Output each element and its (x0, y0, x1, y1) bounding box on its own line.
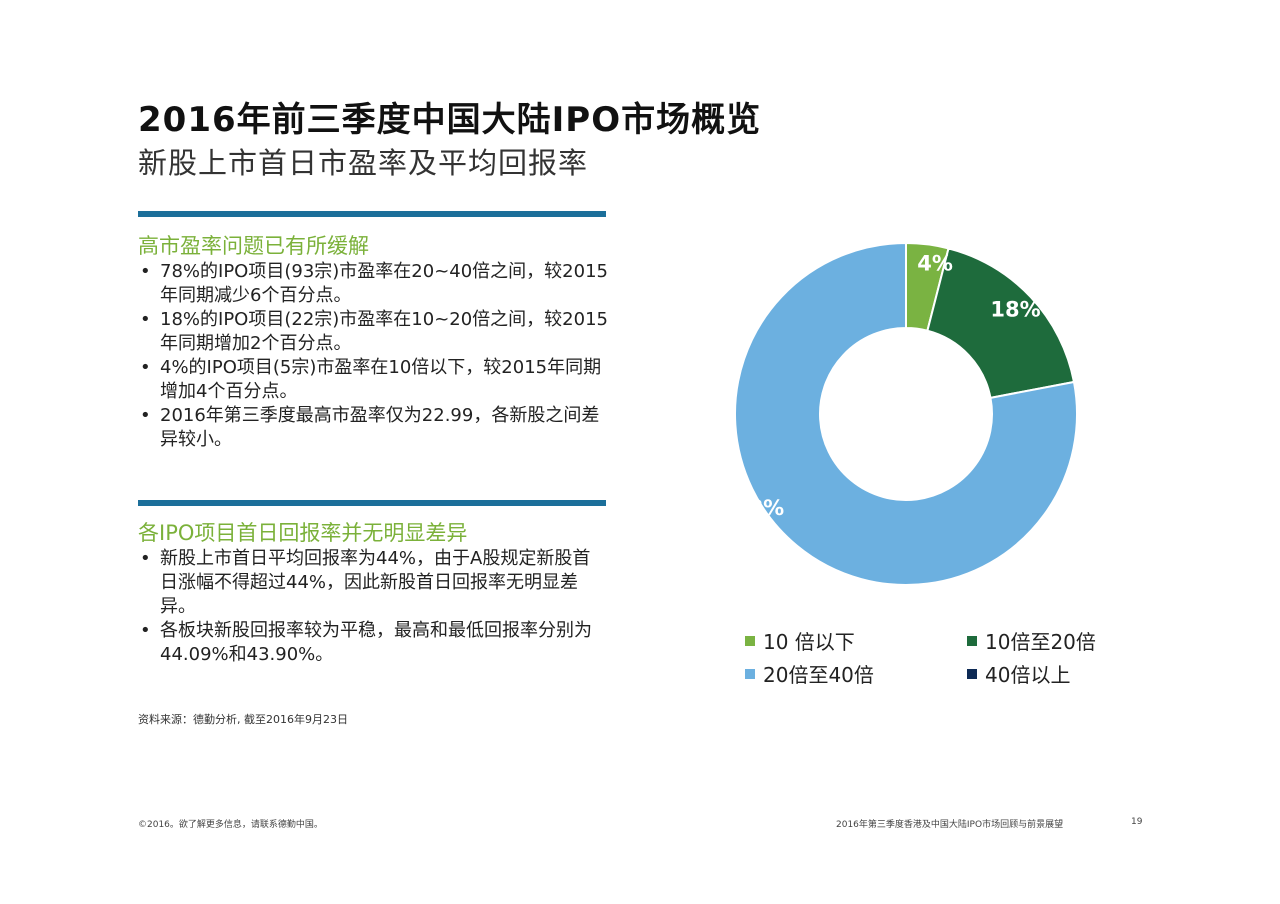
chart-legend: 10 倍以下 10倍至20倍 20倍至40倍 40倍以上 (745, 626, 1145, 696)
legend-swatch (967, 635, 977, 646)
legend-swatch (967, 668, 977, 679)
page-title: 2016年前三季度中国大陆IPO市场概览 (138, 100, 762, 140)
legend-label: 10倍至20倍 (985, 630, 1096, 654)
legend-label: 20倍至40倍 (763, 663, 874, 687)
list-item: 各板块新股回报率较为平稳，最高和最低回报率分别为44.09%和43.90%。 (138, 619, 608, 667)
bullet-list-2: 新股上市首日平均回报率为44%，由于A股规定新股首日涨幅不得超过44%，因此新股… (138, 547, 608, 667)
page-subtitle: 新股上市首日市盈率及平均回报率 (138, 146, 589, 180)
page-number: 19 (1131, 817, 1143, 827)
list-item: 18%的IPO项目(22宗)市盈率在10~20倍之间，较2015年同期增加2个百… (138, 308, 608, 356)
legend-item: 10 倍以下 (745, 626, 855, 655)
legend-item: 40倍以上 (967, 659, 1070, 688)
source-note: 资料来源：德勤分析, 截至2016年9月23日 (138, 713, 348, 726)
section-divider-2 (138, 500, 606, 506)
donut-slice-2 (926, 247, 1076, 400)
legend-label: 10 倍以下 (763, 630, 855, 654)
legend-item: 20倍至40倍 (745, 659, 874, 688)
legend-item: 10倍至20倍 (967, 626, 1096, 655)
section-heading-2: 各IPO项目首日回报率并无明显差异 (138, 521, 468, 545)
section-heading-1: 高市盈率问题已有所缓解 (138, 234, 369, 258)
slice-label-1: 4% (917, 252, 953, 276)
slice-label-3: 78% (734, 496, 784, 520)
list-item: 2016年第三季度最高市盈率仅为22.99，各新股之间差异较小。 (138, 404, 608, 452)
list-item: 新股上市首日平均回报率为44%，由于A股规定新股首日涨幅不得超过44%，因此新股… (138, 547, 608, 619)
slice-label-2: 18% (990, 298, 1040, 322)
footer-copyright: ©2016。欲了解更多信息，请联系德勤中国。 (138, 820, 323, 830)
legend-label: 40倍以上 (985, 663, 1071, 687)
list-item: 78%的IPO项目(93宗)市盈率在20~40倍之间，较2015年同期减少6个百… (138, 260, 608, 308)
donut-slice-1 (905, 241, 950, 332)
legend-swatch (745, 635, 755, 646)
footer-report-title: 2016年第三季度香港及中国大陆IPO市场回顾与前景展望 (836, 820, 1064, 830)
section-divider-1 (138, 211, 606, 217)
donut-slice-3 (734, 241, 1078, 586)
bullet-list-1: 78%的IPO项目(93宗)市盈率在20~40倍之间，较2015年同期减少6个百… (138, 260, 608, 452)
legend-swatch (745, 668, 755, 679)
list-item: 4%的IPO项目(5宗)市盈率在10倍以下，较2015年同期增加4个百分点。 (138, 356, 608, 404)
